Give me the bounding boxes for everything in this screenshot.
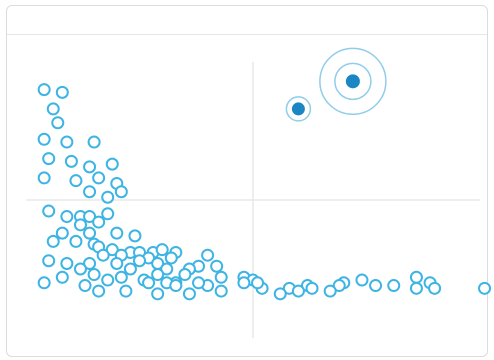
data-point [83, 160, 97, 174]
hollow-points-series [37, 83, 492, 301]
data-point [60, 135, 74, 149]
data-point [87, 268, 101, 282]
data-point [101, 273, 115, 287]
quadrant-lines [26, 62, 480, 338]
data-point [214, 270, 228, 284]
data-point [128, 229, 142, 243]
highlight-ring-outer [319, 47, 387, 116]
data-point [251, 276, 265, 290]
data-point [55, 85, 69, 99]
data-point [192, 276, 206, 290]
data-point [142, 276, 156, 290]
data-point [42, 254, 56, 268]
chart-panel [6, 5, 488, 357]
data-point [201, 248, 215, 262]
data-point [37, 83, 51, 97]
data-point [133, 254, 146, 268]
data-point [123, 262, 137, 276]
data-point [55, 226, 69, 240]
data-point [42, 204, 56, 218]
data-point [169, 279, 183, 293]
data-point [119, 284, 133, 298]
data-point [83, 185, 97, 199]
data-point [273, 287, 287, 301]
data-point [237, 276, 251, 290]
data-point [305, 281, 319, 295]
data-point [42, 152, 56, 166]
data-point [409, 281, 423, 295]
data-point [428, 281, 442, 295]
data-point [60, 256, 74, 270]
data-point [101, 207, 115, 221]
data-point [369, 279, 383, 293]
data-point [151, 287, 165, 301]
data-point [69, 234, 83, 248]
data-point [46, 234, 60, 248]
data-point [214, 284, 228, 298]
data-point [387, 279, 401, 293]
data-point [37, 132, 51, 146]
data-point [210, 259, 224, 273]
data-point [73, 262, 87, 276]
data-point [182, 287, 196, 301]
data-point [110, 226, 124, 240]
data-point [92, 284, 106, 298]
panel-header [7, 6, 487, 35]
data-point [478, 281, 492, 295]
data-point [291, 284, 305, 298]
data-point [114, 185, 128, 199]
data-point [323, 284, 337, 298]
data-point [164, 251, 178, 265]
data-point [92, 215, 106, 229]
data-point [96, 248, 110, 262]
highlight-ring [285, 96, 312, 122]
data-point [83, 256, 97, 270]
data-point [409, 270, 423, 284]
data-point [60, 210, 74, 224]
data-point [83, 226, 97, 240]
data-point [51, 116, 65, 130]
data-point [110, 256, 124, 270]
highlight-point [291, 102, 305, 116]
data-point [151, 268, 165, 282]
data-point [332, 279, 346, 293]
data-point [114, 270, 128, 284]
data-point [46, 102, 60, 116]
data-point [73, 218, 87, 232]
highlight-points-series [285, 47, 387, 122]
data-point [69, 174, 83, 188]
data-point [64, 154, 78, 168]
data-point [87, 135, 101, 149]
data-point [105, 157, 119, 171]
highlight-point [345, 74, 360, 89]
data-point [92, 171, 106, 185]
data-point [101, 190, 115, 204]
data-point [105, 243, 119, 257]
data-point [83, 210, 97, 224]
data-point [55, 270, 69, 284]
data-point [178, 268, 192, 282]
data-point [37, 276, 51, 290]
data-point [355, 273, 369, 287]
highlight-ring-inner [334, 62, 372, 101]
data-point [160, 262, 174, 276]
data-point [155, 243, 169, 257]
data-point [37, 171, 51, 185]
data-point [78, 279, 92, 293]
